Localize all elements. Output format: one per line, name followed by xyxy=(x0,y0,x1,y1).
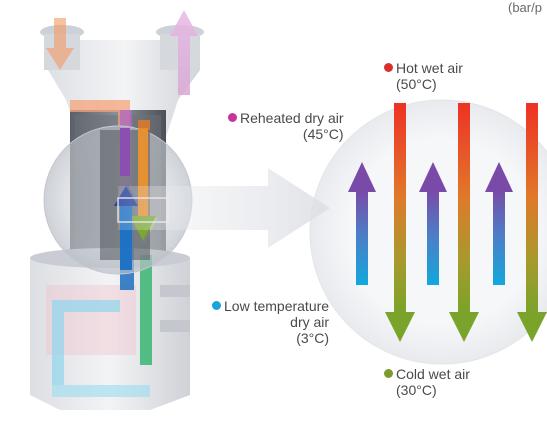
up-arrow-3 xyxy=(485,162,513,285)
zoom-connector-arrow xyxy=(118,168,330,248)
cold-dot-icon xyxy=(384,369,393,378)
hot-dot-icon xyxy=(384,63,393,72)
hot-wet-air-temp: (50°C) xyxy=(396,76,437,92)
up-arrow-1 xyxy=(348,162,376,285)
label-cold-wet-air: Cold wet air (30°C) xyxy=(384,366,470,398)
up-arrow-2 xyxy=(419,162,447,285)
down-arrow-2 xyxy=(449,103,479,342)
down-arrow-3 xyxy=(517,103,547,342)
corner-cropped-text: (bar/p xyxy=(508,0,542,15)
reheated-dry-air-temp: (45°C) xyxy=(302,126,344,142)
low-temp-dot-icon xyxy=(212,301,221,310)
label-reheated-dry-air: Reheated dry air (45°C) xyxy=(228,110,344,142)
cold-wet-air-name: Cold wet air xyxy=(396,366,470,382)
label-hot-wet-air: Hot wet air (50°C) xyxy=(384,60,463,92)
hot-wet-air-name: Hot wet air xyxy=(396,60,463,76)
reheated-dry-air-name: Reheated dry air xyxy=(240,110,344,126)
down-arrow-1 xyxy=(385,103,415,342)
reheated-dot-icon xyxy=(228,113,237,122)
cold-wet-air-temp: (30°C) xyxy=(396,382,437,398)
low-temp-dry-air-line1: Low temperature xyxy=(224,298,330,314)
label-low-temp-dry-air: Low temperature dry air (3°C) xyxy=(212,298,329,346)
low-temp-dry-air-temp: (3°C) xyxy=(296,330,330,346)
low-temp-dry-air-line2: dry air xyxy=(290,314,330,330)
